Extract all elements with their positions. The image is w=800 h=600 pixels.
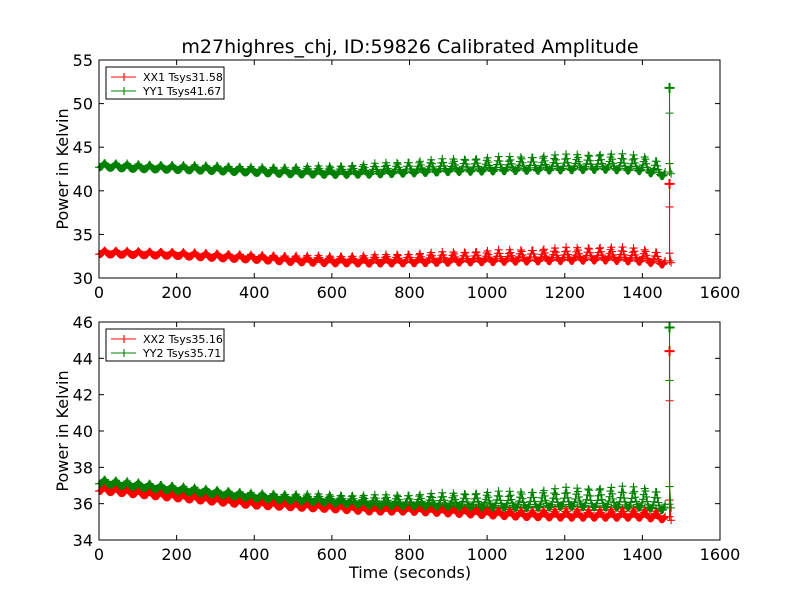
legend-marker [120, 349, 128, 357]
x-tick-label: 400 [239, 283, 270, 302]
x-tick-label: 1600 [700, 545, 741, 564]
legend-label: XX2 Tsys35.16 [143, 333, 223, 346]
bottom-panel: 0 200 400 600 800 1000 1200 1400 1600 34 36 38 40 42 4… [73, 313, 741, 564]
y-tick-label: 42 [73, 386, 93, 405]
legend-marker [120, 87, 128, 95]
x-tick-label: 1000 [467, 545, 508, 564]
spike-marker [664, 178, 675, 189]
legend-label: YY2 Tsys35.71 [142, 347, 221, 360]
x-tick-label: 800 [394, 545, 425, 564]
legend-box [105, 66, 225, 100]
y-tick-label: 46 [73, 313, 93, 332]
x-tick-label: 1200 [544, 545, 585, 564]
x-tick-label: 400 [239, 545, 270, 564]
y-tick-label: 38 [73, 458, 93, 477]
top-panel: 0 200 400 600 800 1000 1200 1400 1600 30 35 40 45 50 5… [73, 51, 741, 302]
legend-label: YY1 Tsys41.67 [142, 85, 221, 98]
legend-marker [120, 335, 128, 343]
y-tick-label: 44 [73, 349, 93, 368]
x-tick-label: 600 [317, 545, 348, 564]
x-tick-label: 800 [394, 283, 425, 302]
y-tick-label: 55 [73, 51, 93, 70]
x-tick-label: 1400 [622, 545, 663, 564]
y-axis-label-top: Power in Kelvin [53, 108, 72, 229]
x-tick-label: 0 [94, 545, 104, 564]
x-tick-label: 0 [94, 283, 104, 302]
y-tick-label: 30 [73, 269, 93, 288]
y-tick-label: 50 [73, 95, 93, 114]
legend-box [105, 328, 225, 362]
x-tick-label: 1000 [467, 283, 508, 302]
spike-marker [664, 82, 675, 93]
y-axis-label-bottom: Power in Kelvin [53, 370, 72, 491]
x-tick-label: 1400 [622, 283, 663, 302]
legend-label: XX1 Tsys31.58 [143, 71, 223, 84]
y-tick-label: 35 [73, 225, 93, 244]
x-tick-label: 200 [161, 283, 192, 302]
y-tick-label: 45 [73, 138, 93, 157]
x-tick-label: 600 [317, 283, 348, 302]
y-tick-label: 40 [73, 182, 93, 201]
x-tick-label: 200 [161, 545, 192, 564]
y-tick-label: 40 [73, 422, 93, 441]
y-tick-label: 34 [73, 531, 93, 550]
x-tick-label: 1600 [700, 283, 741, 302]
legend-marker [120, 73, 128, 81]
y-tick-label: 36 [73, 495, 93, 514]
spike-marker [664, 322, 675, 333]
x-tick-label: 1200 [544, 283, 585, 302]
chart-title: m27highres_chj, ID:59826 Calibrated Ampl… [181, 36, 638, 58]
x-axis-label: Time (seconds) [348, 563, 471, 582]
